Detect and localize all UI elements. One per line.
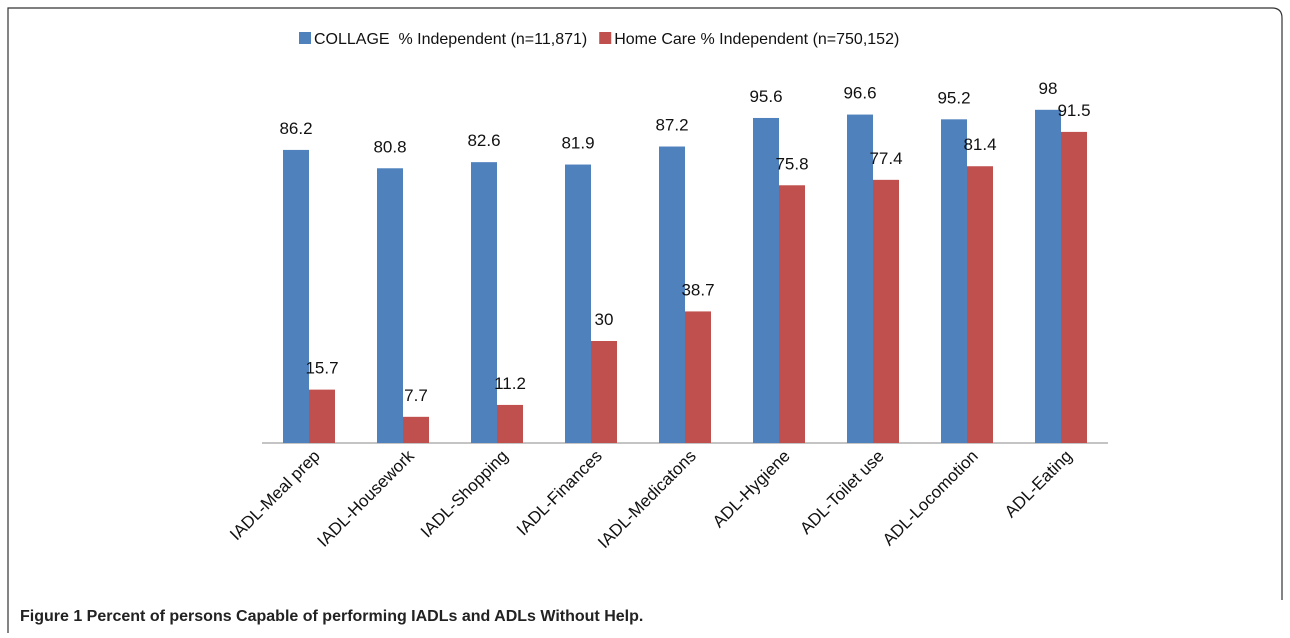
x-tick-label: ADL-Locomotion (879, 446, 982, 549)
value-label: 82.6 (467, 131, 500, 150)
legend-label: COLLAGE % Independent (n=11,871) (314, 31, 587, 48)
value-label: 38.7 (681, 280, 714, 299)
value-label: 95.6 (749, 87, 782, 106)
bar (847, 114, 873, 443)
bar (753, 117, 779, 444)
x-tick-label: ADL-Eating (1001, 446, 1076, 521)
bar (471, 162, 497, 443)
legend-swatch (599, 32, 612, 44)
bar (497, 404, 523, 443)
value-label: 75.8 (775, 154, 808, 173)
x-tick-label: IADL-Finances (513, 446, 606, 539)
value-label: 81.4 (963, 135, 996, 154)
value-label: 77.4 (869, 149, 902, 168)
value-label: 7.7 (404, 386, 428, 405)
bar (967, 166, 993, 444)
value-label: 96.6 (843, 84, 876, 103)
legend-label: Home Care % Independent (n=750,152) (614, 31, 899, 48)
x-tick-label: ADL-Toilet use (796, 446, 888, 538)
bar (283, 149, 309, 444)
bar (565, 164, 591, 444)
bar (591, 341, 617, 443)
value-label: 81.9 (561, 134, 594, 153)
value-label: 30 (595, 310, 614, 329)
value-label: 91.5 (1057, 101, 1090, 120)
bar (941, 119, 967, 443)
bar (1035, 109, 1061, 444)
x-tick-label: ADL-Hygiene (709, 446, 794, 531)
bar (377, 168, 403, 443)
bar (873, 179, 899, 443)
value-label: 86.2 (279, 119, 312, 138)
value-label: 98 (1039, 79, 1058, 98)
x-tick-label: IADL-Shopping (417, 446, 512, 541)
value-label: 15.7 (305, 359, 338, 378)
frame (7, 7, 1283, 633)
bar (1061, 131, 1087, 443)
bar (659, 146, 685, 443)
bar (685, 311, 711, 443)
bar (403, 416, 429, 443)
bar (309, 389, 335, 443)
x-tick-label: IADL-Medicatons (594, 446, 700, 552)
bar (779, 185, 805, 443)
value-label: 80.8 (373, 137, 406, 156)
x-tick-label: IADL-Meal prep (226, 446, 324, 544)
legend-swatch (299, 32, 311, 44)
x-tick-label: IADL-Housework (314, 446, 419, 551)
value-label: 95.2 (937, 88, 970, 107)
value-label: 11.2 (494, 374, 526, 393)
value-label: 87.2 (655, 116, 688, 135)
caption: Figure 1 Percent of persons Capable of p… (20, 608, 643, 625)
